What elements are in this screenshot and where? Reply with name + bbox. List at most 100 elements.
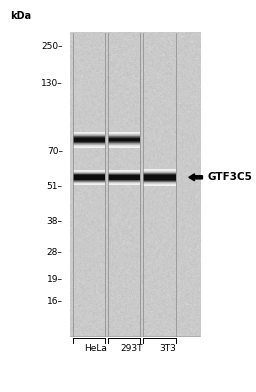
Bar xyxy=(70,33,200,336)
Bar xyxy=(73,182,105,183)
Bar xyxy=(108,133,140,134)
Bar xyxy=(73,179,105,180)
Bar xyxy=(108,177,140,178)
Bar xyxy=(143,169,176,170)
Bar xyxy=(108,141,140,142)
Bar xyxy=(73,147,105,148)
Text: 51–: 51– xyxy=(47,182,63,191)
Bar xyxy=(108,181,140,182)
Bar xyxy=(73,140,105,141)
Bar xyxy=(73,172,105,173)
Bar xyxy=(108,173,140,174)
Text: GTF3C5: GTF3C5 xyxy=(207,172,252,182)
Text: 293T: 293T xyxy=(121,343,143,352)
Bar xyxy=(143,174,176,175)
Bar xyxy=(108,179,140,180)
Bar xyxy=(73,142,105,143)
Bar xyxy=(73,144,105,145)
Bar xyxy=(73,176,105,177)
Bar xyxy=(73,139,105,140)
Bar xyxy=(143,175,176,176)
Text: 70–: 70– xyxy=(47,147,63,156)
Bar xyxy=(143,183,176,184)
Bar xyxy=(143,179,176,180)
Text: 16–: 16– xyxy=(47,297,63,306)
Bar xyxy=(108,182,140,183)
Bar xyxy=(108,179,140,180)
Bar xyxy=(108,144,140,145)
Bar xyxy=(73,138,105,139)
Bar xyxy=(73,181,105,182)
Text: kDa: kDa xyxy=(10,11,31,21)
Bar xyxy=(73,146,105,147)
Bar xyxy=(108,132,140,133)
Text: 3T3: 3T3 xyxy=(159,343,176,352)
Text: 19–: 19– xyxy=(47,275,63,284)
Bar xyxy=(108,146,140,147)
Bar xyxy=(73,135,105,136)
Bar xyxy=(108,143,140,144)
Bar xyxy=(108,171,140,172)
Bar xyxy=(108,142,140,143)
Bar xyxy=(143,180,176,181)
Bar xyxy=(143,176,176,177)
Bar xyxy=(143,182,176,183)
Bar xyxy=(108,180,140,181)
Bar xyxy=(108,134,140,135)
Bar xyxy=(108,135,140,136)
Bar xyxy=(108,137,140,138)
Bar xyxy=(73,179,105,180)
Bar xyxy=(108,138,140,139)
Bar xyxy=(143,177,176,178)
Bar xyxy=(73,177,105,178)
Bar xyxy=(73,180,105,181)
Bar xyxy=(73,136,105,137)
Bar xyxy=(108,183,140,184)
Bar xyxy=(108,172,140,173)
Bar xyxy=(108,145,140,146)
Bar xyxy=(108,140,140,141)
Bar xyxy=(73,137,105,138)
Bar xyxy=(108,139,140,140)
Bar xyxy=(73,145,105,146)
Bar xyxy=(143,171,176,172)
Bar xyxy=(143,185,176,186)
Bar xyxy=(73,174,105,175)
Bar xyxy=(108,176,140,177)
Text: 250–: 250– xyxy=(41,42,63,51)
Bar xyxy=(73,184,105,185)
Text: 130–: 130– xyxy=(41,79,63,88)
Bar xyxy=(73,172,105,173)
Bar xyxy=(73,140,105,141)
Bar xyxy=(108,140,140,141)
Bar xyxy=(143,181,176,182)
Bar xyxy=(143,170,176,171)
Bar xyxy=(143,178,176,179)
Text: 38–: 38– xyxy=(47,217,63,226)
Text: HeLa: HeLa xyxy=(84,343,107,352)
Bar xyxy=(73,170,105,171)
Bar xyxy=(73,141,105,142)
FancyArrow shape xyxy=(189,174,202,181)
Bar xyxy=(108,147,140,148)
Bar xyxy=(73,134,105,135)
Bar xyxy=(73,143,105,144)
Bar xyxy=(143,174,176,175)
Bar xyxy=(108,175,140,176)
Bar xyxy=(108,178,140,179)
Bar xyxy=(108,184,140,185)
Bar xyxy=(73,175,105,176)
Bar xyxy=(108,139,140,140)
Bar xyxy=(73,171,105,172)
Bar xyxy=(73,183,105,184)
Bar xyxy=(108,172,140,173)
Bar xyxy=(108,170,140,171)
Bar xyxy=(73,178,105,179)
Bar xyxy=(143,173,176,174)
Bar xyxy=(143,172,176,173)
Bar xyxy=(108,136,140,137)
Bar xyxy=(73,139,105,140)
Bar xyxy=(143,184,176,185)
Bar xyxy=(108,174,140,175)
Bar xyxy=(73,133,105,134)
